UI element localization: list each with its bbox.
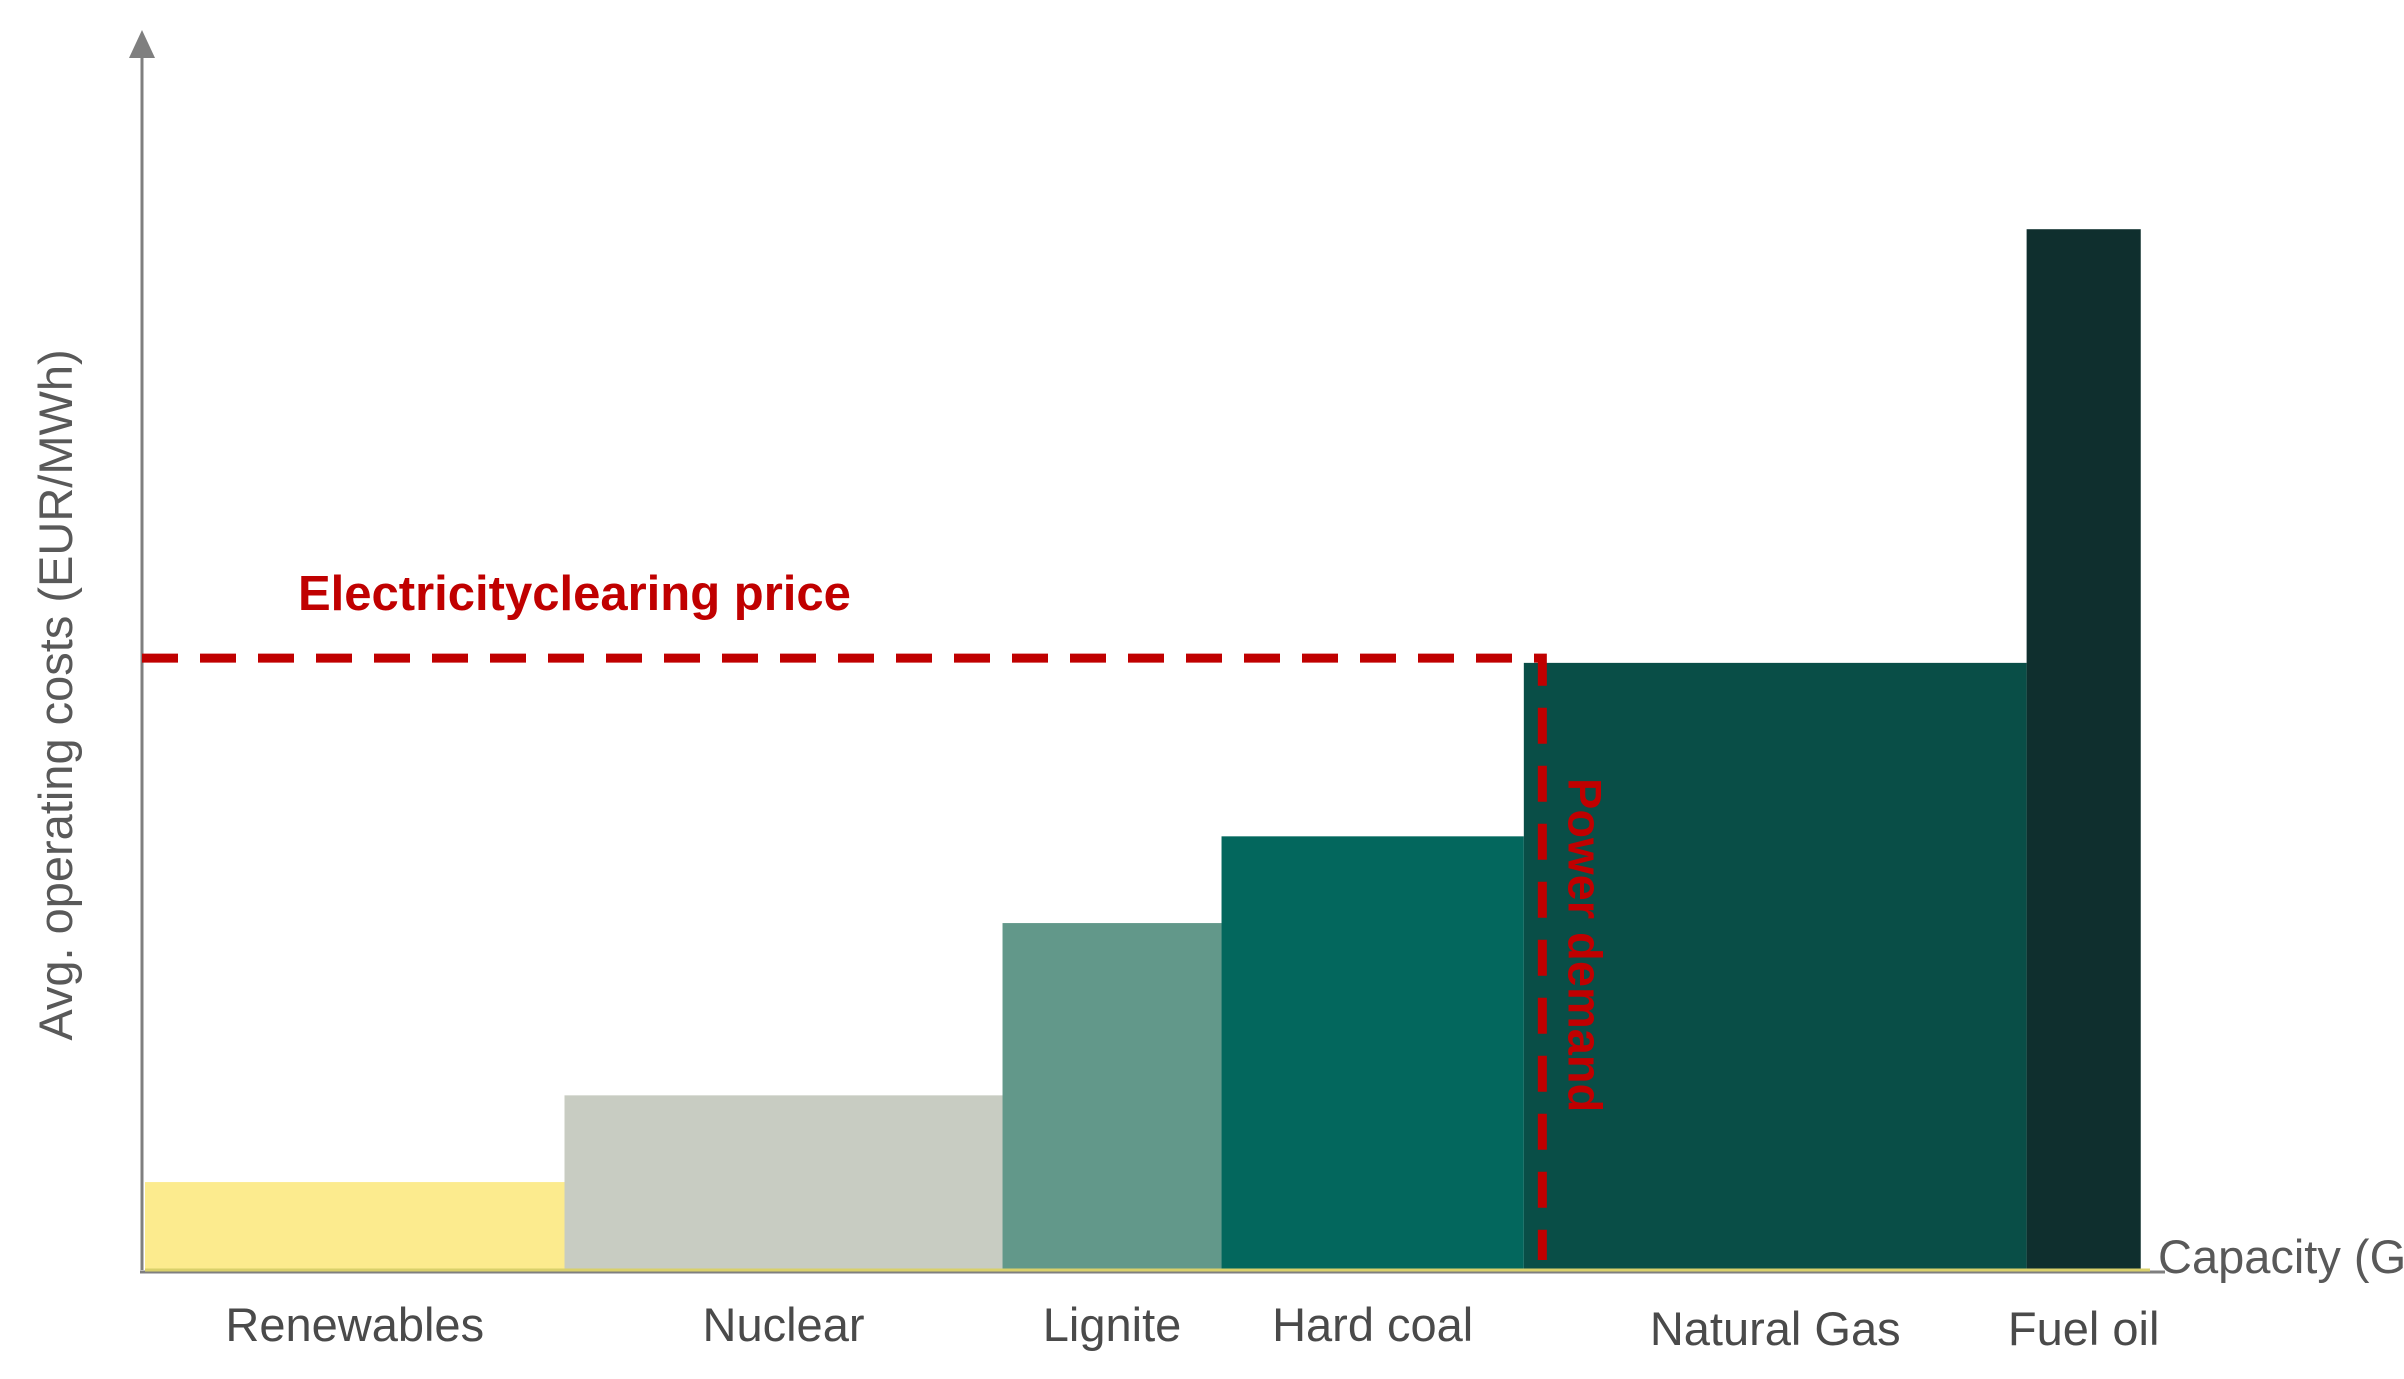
power-demand-label: Power demand: [1558, 778, 1611, 1112]
category-label-fuel-oil: Fuel oil: [2008, 1302, 2160, 1355]
y-axis-title: Avg. operating costs (EUR/MWh): [29, 349, 82, 1040]
bar-natural-gas: [1523, 662, 2027, 1270]
category-labels-group: Renewables Nuclear Lignite Hard coal Natural…: [225, 1298, 2159, 1355]
category-label-hard-coal: Hard coal: [1272, 1298, 1473, 1351]
y-axis-arrowhead: [129, 30, 155, 58]
bars-group: [145, 229, 2141, 1271]
bar-fuel-oil: [2026, 229, 2141, 1271]
clearing-price-dashed-line: [142, 653, 1547, 1260]
category-label-nuclear: Nuclear: [703, 1298, 865, 1351]
x-axis-title: Capacity (GW: [2158, 1230, 2404, 1283]
bar-nuclear: [564, 1095, 1003, 1270]
bar-lignite: [1002, 923, 1222, 1270]
bar-hard-coal: [1221, 836, 1524, 1270]
category-label-renewables: Renewables: [225, 1298, 484, 1351]
bar-renewables: [145, 1182, 565, 1270]
clearing-price-label: Electricityclearing price: [298, 567, 851, 621]
category-label-lignite: Lignite: [1043, 1298, 1182, 1351]
category-label-natural-gas: Natural Gas: [1650, 1302, 1901, 1355]
